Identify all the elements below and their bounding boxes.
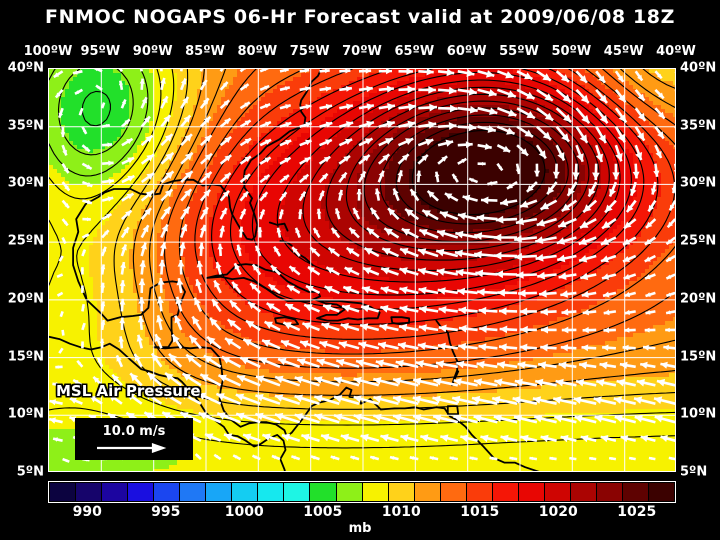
colorbar-swatch	[206, 483, 232, 501]
msl-pressure-label: MSL Air Pressure	[56, 382, 201, 400]
wind-scale-key: 10.0 m/s	[75, 418, 193, 460]
longitude-tick-label: 80ºW	[237, 44, 278, 59]
latitude-tick-label: 40ºN	[7, 60, 44, 76]
latitude-tick-label: 10ºN	[680, 406, 717, 422]
colorbar-swatch	[180, 483, 206, 501]
colorbar-swatch	[258, 483, 284, 501]
latitude-axis-left: 40ºN 35ºN 30ºN 25ºN 20ºN 15ºN 10ºN 5ºN	[0, 61, 46, 480]
latitude-tick-label: 10ºN	[7, 406, 44, 422]
latitude-tick-label: 25ºN	[680, 233, 717, 249]
longitude-tick-label: 90ºW	[132, 44, 173, 59]
arrow-right-icon	[97, 443, 167, 453]
colorbar-swatch	[518, 483, 544, 501]
colorbar-unit-label: mb	[348, 521, 372, 536]
colorbar-swatch	[76, 483, 102, 501]
wind-arrow-layer	[49, 69, 675, 463]
latitude-axis-right: 40ºN 35ºN 30ºN 25ºN 20ºN 15ºN 10ºN 5ºN	[678, 61, 720, 480]
colorbar-swatch	[414, 483, 440, 501]
colorbar-tick-label: 1015	[460, 504, 500, 520]
longitude-tick-label: 45ºW	[603, 44, 644, 59]
wind-scale-value: 10.0 m/s	[102, 424, 166, 439]
longitude-tick-label: 85ºW	[185, 44, 225, 59]
longitude-tick-label: 95ºW	[80, 44, 121, 59]
latitude-tick-label: 20ºN	[7, 291, 44, 307]
latitude-tick-label: 5ºN	[680, 464, 708, 480]
longitude-tick-label: 55ºW	[499, 44, 539, 59]
colorbar-ticks: 990 995 1000 1005 1010 1015 1020 1025	[48, 504, 676, 522]
longitude-tick-label: 100ºW	[23, 44, 73, 59]
longitude-tick-label: 50ºW	[551, 44, 592, 59]
colorbar-swatch	[128, 483, 154, 501]
colorbar-swatch	[310, 483, 336, 501]
colorbar-swatch	[570, 483, 596, 501]
latitude-tick-label: 15ºN	[7, 349, 44, 365]
colorbar-swatch	[154, 483, 180, 501]
colorbar-swatch	[544, 483, 570, 501]
longitude-tick-label: 60ºW	[446, 44, 487, 59]
longitude-axis: 100ºW 95ºW 90ºW 85ºW 80ºW 75ºW 70ºW 65ºW 60ºW 55º…	[24, 44, 696, 62]
colorbar-swatch	[492, 483, 518, 501]
colorbar-tick-label: 1010	[381, 504, 421, 520]
colorbar-swatch	[336, 483, 362, 501]
pressure-field-svg	[49, 69, 675, 471]
colorbar-swatch	[623, 483, 649, 501]
colorbar-swatch	[649, 483, 675, 501]
colorbar-swatch	[596, 483, 623, 501]
colorbar[interactable]	[48, 481, 676, 503]
latitude-tick-label: 20ºN	[680, 291, 717, 307]
colorbar-tick-label: 1025	[617, 504, 657, 520]
colorbar-swatch	[50, 483, 76, 501]
latitude-tick-label: 35ºN	[680, 118, 717, 134]
latitude-tick-label: 15ºN	[680, 349, 717, 365]
longitude-tick-label: 75ºW	[289, 44, 330, 59]
colorbar-swatch	[440, 483, 466, 501]
page-title: FNMOC NOGAPS 06-Hr Forecast valid at 200…	[45, 6, 675, 28]
colorbar-swatch	[466, 483, 492, 501]
colorbar-swatch	[362, 483, 388, 501]
latitude-tick-label: 35ºN	[7, 118, 44, 134]
colorbar-tick-label: 995	[151, 504, 181, 520]
colorbar-swatch	[284, 483, 310, 501]
longitude-tick-label: 65ºW	[394, 44, 435, 59]
latitude-tick-label: 40ºN	[680, 60, 717, 76]
latitude-tick-label: 25ºN	[7, 233, 44, 249]
latitude-tick-label: 30ºN	[7, 175, 44, 191]
longitude-tick-label: 70ºW	[342, 44, 382, 59]
colorbar-swatch	[388, 483, 414, 501]
longitude-tick-label: 40ºW	[656, 44, 696, 59]
colorbar-swatch	[232, 483, 258, 501]
latitude-tick-label: 30ºN	[680, 175, 717, 191]
colorbar-tick-label: 1005	[303, 504, 343, 520]
map-plot-area[interactable]	[48, 68, 676, 472]
colorbar-tick-label: 1000	[224, 504, 264, 520]
latitude-tick-label: 5ºN	[16, 464, 44, 480]
colorbar-swatch	[102, 483, 128, 501]
colorbar-tick-label: 990	[72, 504, 102, 520]
colorbar-tick-label: 1020	[538, 504, 578, 520]
